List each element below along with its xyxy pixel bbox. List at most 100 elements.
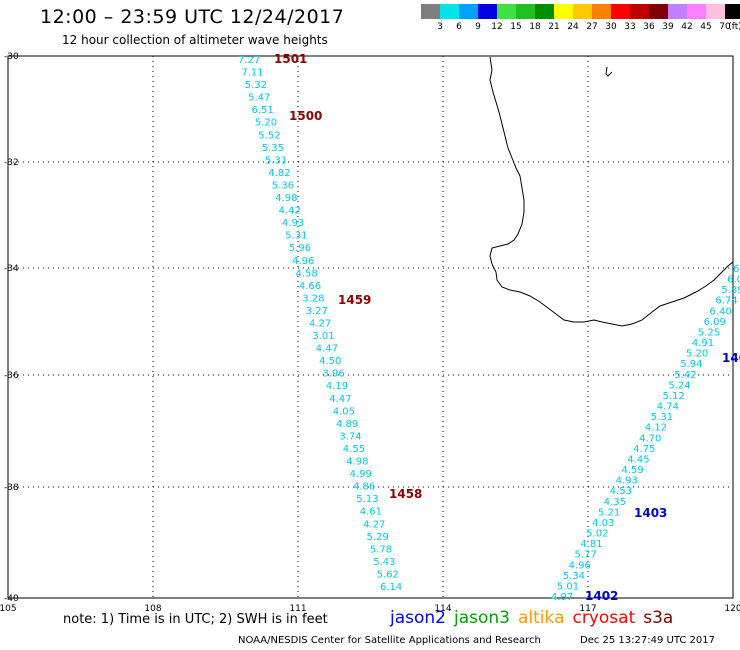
swh-value: 4.45 bbox=[627, 455, 649, 466]
swh-value: 5.21 bbox=[598, 507, 620, 518]
longitude-label: 114 bbox=[434, 604, 451, 614]
swh-value: 3.01 bbox=[312, 331, 334, 342]
swh-value: 4.82 bbox=[268, 168, 290, 179]
swh-value: 3.27 bbox=[306, 306, 328, 317]
scale-swatch bbox=[440, 4, 459, 19]
swh-value: 5.29 bbox=[367, 532, 389, 543]
latitude-label: -30 bbox=[4, 52, 19, 62]
scale-swatch bbox=[516, 4, 535, 19]
swh-value: 4.55 bbox=[343, 444, 365, 455]
swh-value: 4.66 bbox=[299, 281, 321, 292]
swh-value: 5.31 bbox=[265, 155, 287, 166]
satellite-legend-item: cryosat bbox=[572, 608, 636, 628]
swh-value: 4.86 bbox=[353, 482, 375, 493]
swh-value: 5.13 bbox=[356, 494, 378, 505]
island-outline bbox=[605, 66, 613, 77]
latitude-label: -38 bbox=[4, 483, 19, 493]
swh-value: 4.93 bbox=[282, 218, 304, 229]
satellite-legend: jason2 jason3 altika cryosat s3a bbox=[390, 608, 681, 628]
swh-value: 5.62 bbox=[377, 570, 399, 581]
map-frame bbox=[7, 55, 734, 599]
scale-swatch bbox=[478, 4, 497, 19]
latitude-label: -32 bbox=[4, 158, 19, 168]
longitude-label: 105 bbox=[0, 604, 17, 614]
pass-time-label: 1501 bbox=[274, 52, 307, 66]
page-title: 12:00 – 23:59 UTC 12/24/2017 bbox=[40, 6, 345, 28]
swh-value: 5.01 bbox=[557, 581, 579, 592]
swh-value: 4.74 bbox=[657, 402, 679, 413]
swh-value: 5.36 bbox=[272, 181, 294, 192]
scale-label: 33 bbox=[624, 22, 636, 32]
swh-value: 4.47 bbox=[316, 344, 338, 355]
scale-swatch bbox=[497, 4, 516, 19]
swh-value: 6.14 bbox=[380, 582, 402, 593]
scale-label: 30 bbox=[605, 22, 617, 32]
latitude-label: -36 bbox=[4, 371, 19, 381]
swh-value: 4.53 bbox=[610, 486, 632, 497]
swh-value: 4.61 bbox=[360, 507, 382, 518]
scale-swatch bbox=[573, 4, 592, 19]
swh-value: 4.35 bbox=[604, 497, 626, 508]
pass-time-label: 1403 bbox=[634, 506, 667, 520]
longitude-label: 117 bbox=[579, 604, 596, 614]
timestamp-text: Dec 25 13:27:49 UTC 2017 bbox=[580, 635, 715, 646]
swh-value: 7.27 bbox=[238, 55, 260, 66]
swh-value: 5.20 bbox=[686, 349, 708, 360]
swh-value: 7.11 bbox=[241, 68, 263, 79]
scale-unit: (ft) bbox=[728, 22, 740, 32]
scale-swatch bbox=[421, 4, 440, 19]
page-subtitle: 12 hour collection of altimeter wave hei… bbox=[62, 33, 328, 47]
scale-label: 36 bbox=[643, 22, 655, 32]
latitude-label: -34 bbox=[4, 264, 19, 274]
swh-value: 4.70 bbox=[639, 433, 661, 444]
scale-label: 24 bbox=[567, 22, 579, 32]
scale-label: 39 bbox=[662, 22, 674, 32]
swh-value: 4.91 bbox=[692, 338, 714, 349]
swh-value: 4.05 bbox=[333, 406, 355, 417]
swh-value: 4.19 bbox=[326, 381, 348, 392]
swh-value: 5.34 bbox=[563, 571, 585, 582]
scale-label: 18 bbox=[529, 22, 541, 32]
pass-time-label: 1458 bbox=[389, 487, 422, 501]
swh-value: 4.93 bbox=[616, 476, 638, 487]
swh-value: 5.12 bbox=[663, 391, 685, 402]
scale-swatch bbox=[554, 4, 573, 19]
swh-value: 5.89 bbox=[721, 285, 740, 296]
swh-value: 4.42 bbox=[279, 206, 301, 217]
credit-text: NOAA/NESDIS Center for Satellite Applica… bbox=[238, 635, 541, 646]
swh-value: 3.74 bbox=[339, 431, 361, 442]
scale-swatch bbox=[725, 4, 740, 19]
swh-value: 4.97 bbox=[551, 592, 573, 603]
swh-value: 3.96 bbox=[323, 369, 345, 380]
swh-value: 5.31 bbox=[651, 412, 673, 423]
swh-value: 4.99 bbox=[350, 469, 372, 480]
swh-value: 4.12 bbox=[645, 423, 667, 434]
swh-value: 5.02 bbox=[586, 529, 608, 540]
scale-swatch bbox=[459, 4, 478, 19]
swh-value: 4.58 bbox=[296, 268, 318, 279]
swh-value: 4.47 bbox=[329, 394, 351, 405]
coastline bbox=[489, 56, 734, 327]
swh-value: 5.32 bbox=[245, 80, 267, 91]
footnote: note: 1) Time is in UTC; 2) SWH is in fe… bbox=[63, 612, 328, 627]
swh-value: 6 bbox=[733, 264, 739, 275]
longitude-label: 111 bbox=[289, 604, 306, 614]
pass-time-label: 1459 bbox=[338, 293, 371, 307]
swh-value: 4.98 bbox=[346, 457, 368, 468]
pass-time-label: 140 bbox=[722, 351, 740, 365]
swh-value: 4.03 bbox=[592, 518, 614, 529]
satellite-legend-item: altika bbox=[518, 608, 565, 628]
scale-swatch bbox=[649, 4, 668, 19]
scale-label: 12 bbox=[491, 22, 503, 32]
swh-value: 5.43 bbox=[373, 557, 395, 568]
longitude-label: 108 bbox=[144, 604, 161, 614]
pass-time-label: 1500 bbox=[289, 109, 322, 123]
swh-value: 4.81 bbox=[580, 539, 602, 550]
scale-label: 9 bbox=[475, 22, 481, 32]
swh-value: 5.42 bbox=[674, 370, 696, 381]
scale-label: 21 bbox=[548, 22, 560, 32]
longitude-label: 120 bbox=[724, 604, 740, 614]
latitude-label: -40 bbox=[4, 594, 19, 604]
swh-value: 4.27 bbox=[363, 519, 385, 530]
